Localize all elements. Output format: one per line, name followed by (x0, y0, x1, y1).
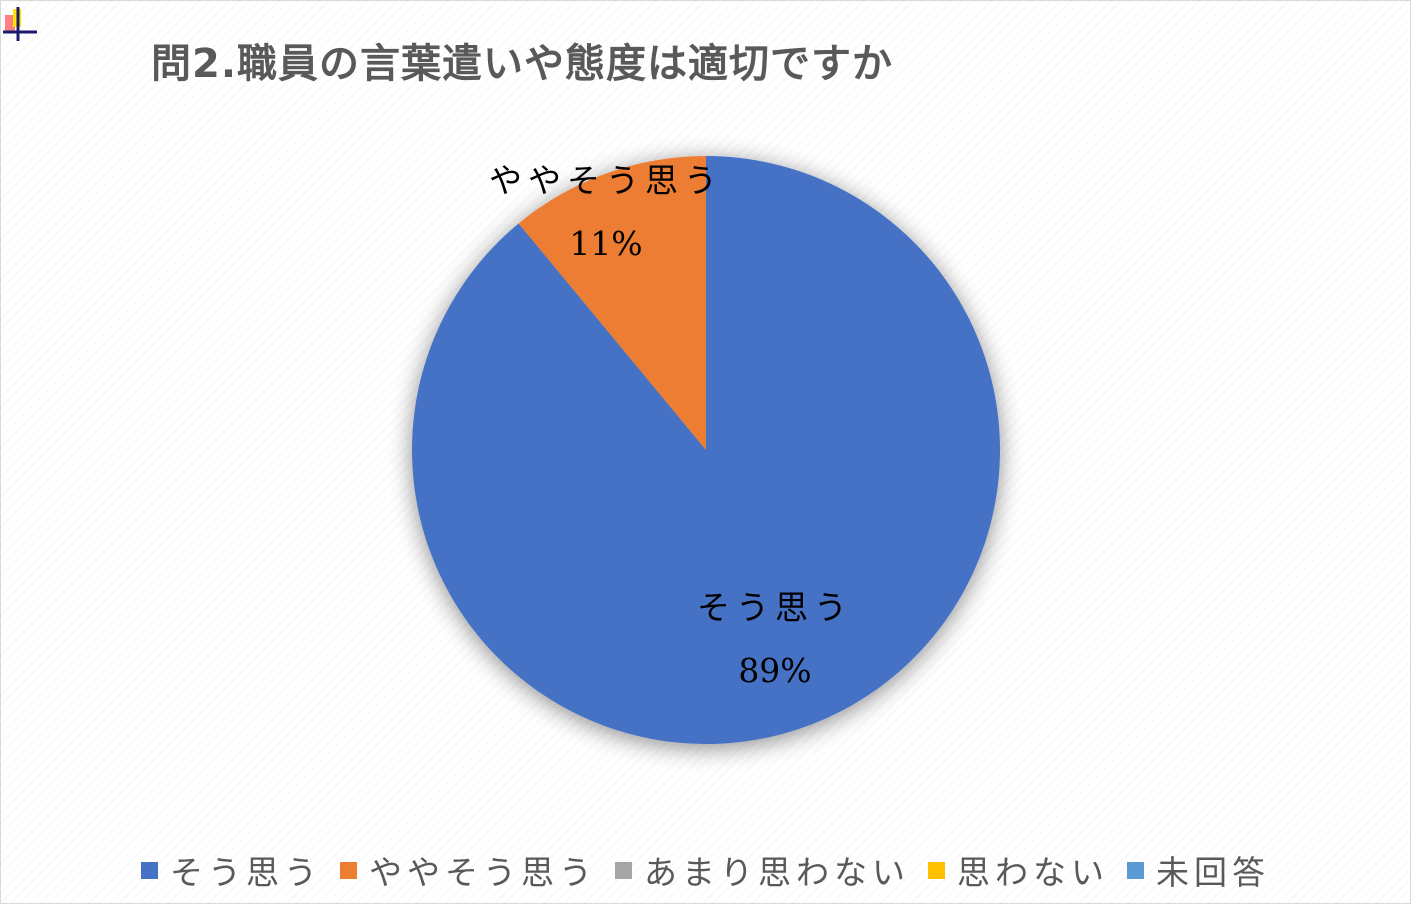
legend-swatch (340, 861, 357, 879)
legend-item-amari-omowanai[interactable]: あまり思わない (615, 846, 910, 894)
legend-item-omowanai[interactable]: 思わない (928, 846, 1109, 894)
legend-item-sou-omou[interactable]: そう思う (141, 846, 322, 894)
data-label-sou-omou: そう思う 89% (695, 591, 855, 687)
legend-label: ややそう思う (369, 853, 597, 892)
legend-swatch (1127, 861, 1144, 879)
legend-item-mikaitou[interactable]: 未回答 (1127, 846, 1270, 894)
legend: そう思う ややそう思う あまり思わない 思わない 未回答 (1, 847, 1410, 893)
legend-swatch (928, 861, 945, 879)
pie-slice-sou-omou[interactable] (412, 156, 1001, 745)
data-label-category: ややそう思う (489, 161, 723, 200)
legend-swatch (141, 861, 158, 879)
data-label-percent: 11% (569, 224, 643, 263)
data-label-category: そう思う (697, 588, 853, 627)
legend-item-yaya-sou-omou[interactable]: ややそう思う (340, 846, 597, 894)
legend-label: そう思う (170, 853, 322, 892)
legend-swatch (615, 861, 632, 879)
data-label-yaya-sou-omou: ややそう思う 11% (481, 164, 731, 260)
pie-slice-yaya-sou-omou[interactable] (518, 156, 706, 450)
data-label-percent: 89% (738, 651, 812, 690)
legend-label: あまり思わない (644, 853, 910, 892)
legend-label: 思わない (957, 853, 1109, 892)
move-handle-icon[interactable] (3, 5, 37, 41)
chart-title: 問2.職員の言葉遣いや態度は適切ですか (151, 41, 894, 87)
legend-label: 未回答 (1156, 853, 1270, 892)
